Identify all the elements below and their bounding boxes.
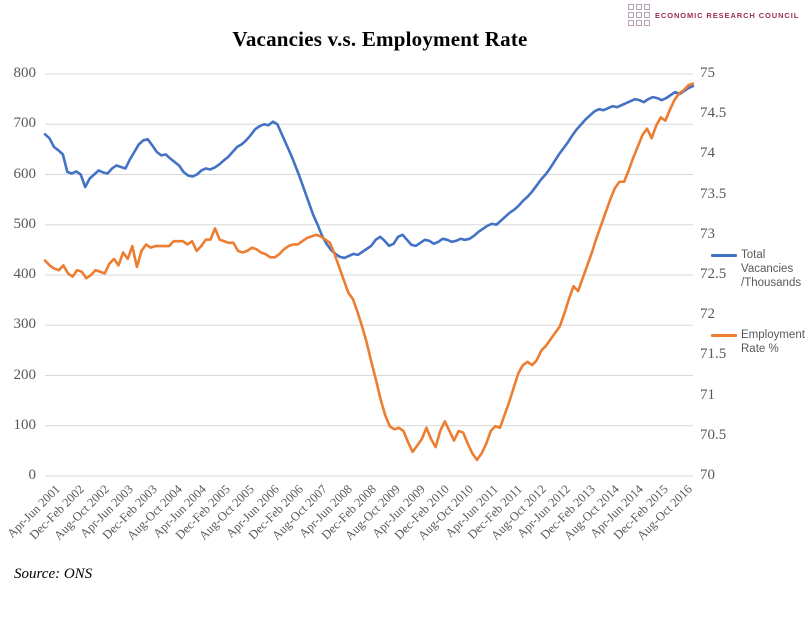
legend-swatch-employment [711, 334, 737, 337]
chart-title: Vacancies v.s. Employment Rate [232, 27, 528, 51]
logo-text: ECONOMIC RESEARCH COUNCIL [655, 11, 800, 20]
legend-swatch-vacancies [711, 254, 737, 257]
y-tick-right: 72.5 [700, 266, 727, 282]
logo-square [636, 4, 642, 10]
logo-square [644, 4, 650, 10]
chart-page: ECONOMIC RESEARCH COUNCIL Vacancies v.s.… [4, 4, 805, 582]
logo-square [628, 20, 634, 26]
logo-square [644, 20, 650, 26]
y-tick-left: 600 [13, 165, 37, 182]
y-tick-right: 72 [700, 306, 715, 323]
y-tick-right: 70.5 [700, 426, 727, 443]
y-tick-right: 70 [700, 467, 715, 483]
legend-item-employment: Employment Rate % [711, 328, 805, 356]
y-tick-left: 200 [13, 366, 37, 383]
logo-square [628, 12, 634, 18]
legend-label-employment: Employment Rate % [741, 329, 805, 355]
logo-square [628, 4, 634, 10]
plot-area [43, 73, 695, 477]
y-tick-left: 500 [13, 215, 37, 232]
y-tick-right: 73 [700, 225, 715, 242]
series-line-vacancies [43, 84, 695, 260]
series-line-employment [43, 82, 695, 462]
legend-label-vacancies: Total Vacancies /Thousands [741, 249, 802, 289]
logo-square [636, 20, 642, 26]
y-tick-left: 400 [13, 266, 37, 282]
y-tick-left: 300 [13, 316, 37, 333]
source-note: Source: ONS [14, 566, 93, 582]
y-tick-right: 74 [700, 145, 715, 162]
y-tick-right: 71.5 [700, 346, 727, 363]
legend-item-vacancies: Total Vacancies /Thousands [711, 248, 803, 290]
logo-square [636, 12, 642, 18]
y-tick-right: 75 [700, 65, 715, 81]
logo-square [644, 12, 650, 18]
logo: ECONOMIC RESEARCH COUNCIL [628, 4, 799, 26]
y-tick-left: 0 [28, 467, 37, 483]
y-tick-right: 74.5 [700, 105, 727, 122]
logo-squares-icon [628, 4, 650, 26]
y-tick-right: 71 [700, 386, 715, 403]
y-tick-left: 800 [13, 65, 37, 81]
y-tick-left: 100 [13, 416, 37, 433]
y-tick-right: 73.5 [700, 185, 727, 202]
y-tick-left: 700 [13, 115, 37, 132]
